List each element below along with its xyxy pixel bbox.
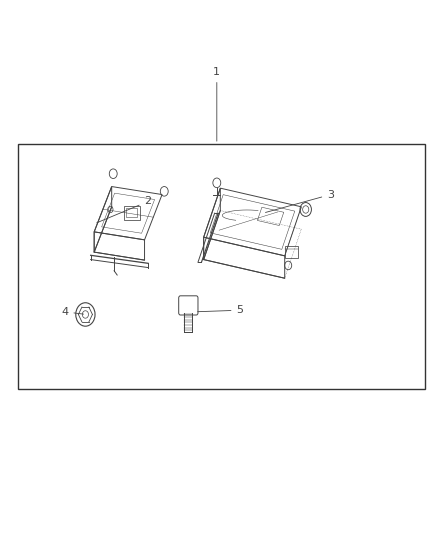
Text: 1: 1 — [213, 67, 220, 141]
Bar — [18, 144, 425, 389]
Text: 5: 5 — [198, 305, 244, 315]
Text: 2: 2 — [97, 197, 152, 223]
Text: 3: 3 — [265, 190, 334, 213]
Text: 4: 4 — [61, 307, 84, 317]
